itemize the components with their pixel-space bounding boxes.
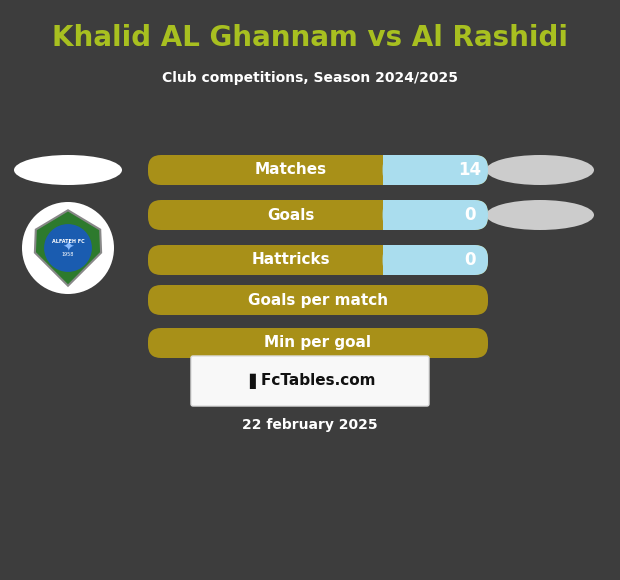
- Bar: [383, 245, 397, 275]
- FancyBboxPatch shape: [148, 328, 488, 358]
- Text: 0: 0: [464, 251, 476, 269]
- Text: Matches: Matches: [255, 162, 327, 177]
- Text: Club competitions, Season 2024/2025: Club competitions, Season 2024/2025: [162, 71, 458, 85]
- FancyBboxPatch shape: [383, 155, 488, 185]
- FancyBboxPatch shape: [383, 245, 488, 275]
- Text: Goals per match: Goals per match: [248, 292, 388, 307]
- Text: Min per goal: Min per goal: [265, 335, 371, 350]
- Text: 22 february 2025: 22 february 2025: [242, 418, 378, 432]
- Text: 14: 14: [458, 161, 482, 179]
- Text: ▐ FcTables.com: ▐ FcTables.com: [244, 373, 376, 389]
- Ellipse shape: [486, 200, 594, 230]
- FancyBboxPatch shape: [191, 356, 429, 406]
- FancyBboxPatch shape: [148, 245, 488, 275]
- Circle shape: [22, 202, 114, 294]
- FancyBboxPatch shape: [383, 200, 488, 230]
- Text: 1958: 1958: [62, 252, 74, 258]
- Bar: [383, 200, 397, 230]
- Text: ALFATEH FC: ALFATEH FC: [51, 238, 84, 244]
- Text: Khalid AL Ghannam vs Al Rashidi: Khalid AL Ghannam vs Al Rashidi: [52, 24, 568, 52]
- Polygon shape: [35, 211, 101, 286]
- Text: Goals: Goals: [267, 208, 314, 223]
- FancyBboxPatch shape: [148, 285, 488, 315]
- Text: Hattricks: Hattricks: [252, 252, 330, 267]
- FancyBboxPatch shape: [148, 200, 488, 230]
- Text: 0: 0: [464, 206, 476, 224]
- Ellipse shape: [14, 155, 122, 185]
- Bar: [383, 155, 397, 185]
- Ellipse shape: [486, 155, 594, 185]
- Circle shape: [44, 224, 92, 272]
- FancyBboxPatch shape: [148, 155, 488, 185]
- Text: ✦: ✦: [62, 241, 74, 255]
